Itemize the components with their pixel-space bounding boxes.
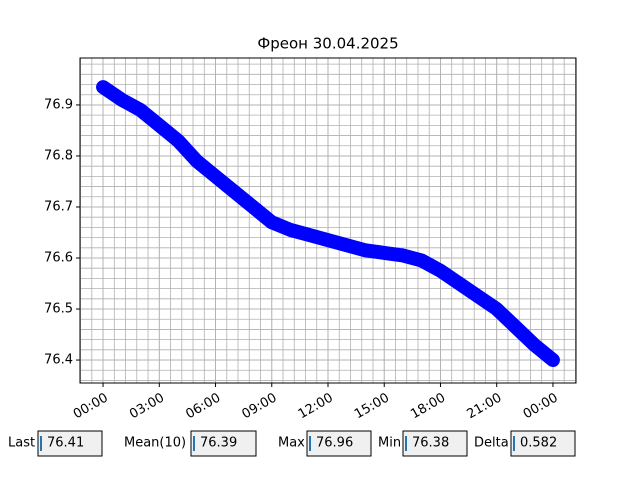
field-value: 76.38 xyxy=(412,436,449,451)
y-tick-label: 76.6 xyxy=(44,251,73,266)
y-tick-label: 76.8 xyxy=(44,148,73,163)
stats-bar: Last 76.41 Mean(10) 76.39 Max 76.96 Min 76.38 De… xyxy=(8,430,576,457)
data-line xyxy=(96,80,560,368)
text-box[interactable] xyxy=(306,430,372,457)
field-label: Max xyxy=(278,436,305,451)
field-value: 76.39 xyxy=(200,436,237,451)
y-tick-label: 76.9 xyxy=(44,97,73,112)
field-label: Last xyxy=(8,436,35,451)
field-label: Delta xyxy=(474,436,509,451)
y-tick-label: 76.5 xyxy=(44,302,73,317)
field-value: 0.582 xyxy=(520,436,557,451)
text-box[interactable] xyxy=(190,430,257,457)
field-label: Min xyxy=(378,436,401,451)
text-box[interactable] xyxy=(37,430,103,457)
y-tick-label: 76.4 xyxy=(44,353,73,368)
field-value: 76.41 xyxy=(47,436,84,451)
text-box[interactable] xyxy=(510,430,576,457)
field-label: Mean(10) xyxy=(124,436,186,451)
plot-frame xyxy=(79,57,577,384)
y-tick-label: 76.7 xyxy=(44,199,73,214)
chart-title: Фреон 30.04.2025 xyxy=(257,35,398,53)
field-value: 76.96 xyxy=(316,436,353,451)
text-box[interactable] xyxy=(402,430,468,457)
